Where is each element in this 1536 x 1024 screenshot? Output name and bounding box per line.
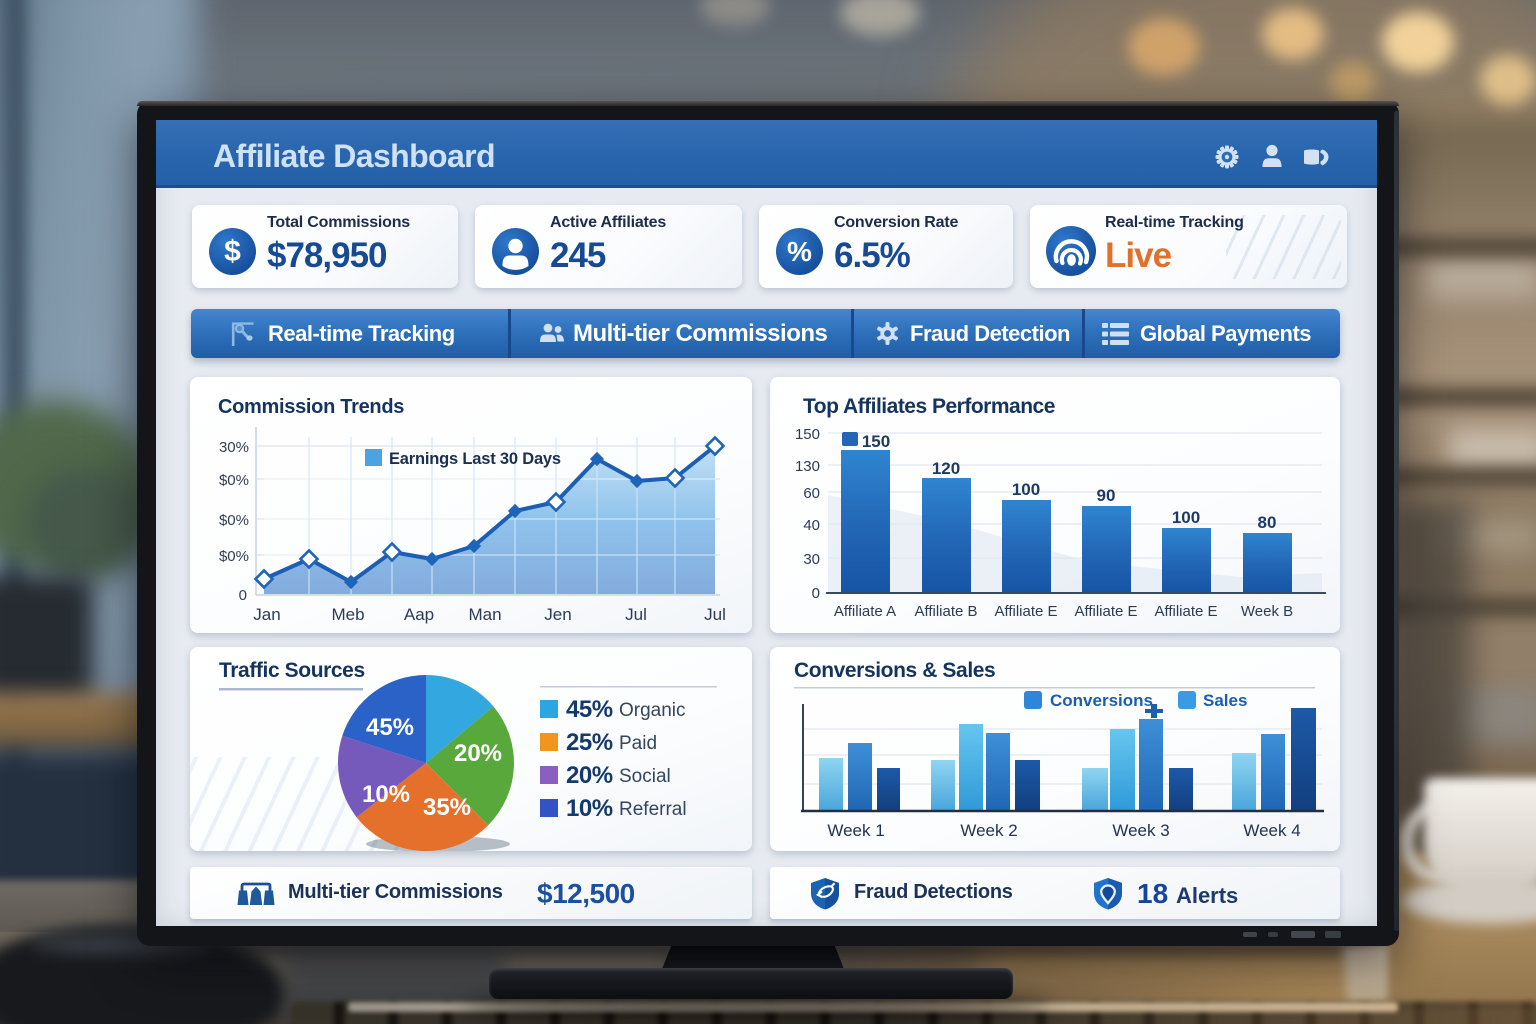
svg-text:Jan: Jan: [253, 605, 280, 624]
svg-text:Sales: Sales: [1203, 691, 1247, 710]
svg-text:10%: 10%: [566, 795, 613, 822]
svg-text:100: 100: [1172, 508, 1200, 527]
svg-text:45%: 45%: [566, 696, 613, 723]
svg-text:60: 60: [803, 485, 820, 502]
svg-text:Affiliate A: Affiliate A: [834, 603, 896, 620]
svg-text:Jul: Jul: [625, 605, 647, 624]
svg-text:Week 3: Week 3: [1112, 821, 1169, 840]
svg-text:150: 150: [862, 432, 890, 451]
svg-text:Affiliate B: Affiliate B: [914, 603, 977, 620]
svg-text:30%: 30%: [219, 439, 249, 456]
svg-text:100: 100: [1012, 480, 1040, 499]
svg-text:$0%: $0%: [219, 472, 249, 489]
svg-text:40: 40: [803, 517, 820, 534]
svg-text:120: 120: [932, 459, 960, 478]
svg-text:Paid: Paid: [619, 733, 657, 754]
svg-text:150: 150: [795, 426, 820, 443]
svg-text:0: 0: [812, 585, 820, 602]
svg-text:Meb: Meb: [331, 605, 364, 624]
svg-text:35%: 35%: [423, 794, 471, 821]
svg-text:Social: Social: [619, 766, 671, 787]
svg-text:Affiliate E: Affiliate E: [1154, 603, 1217, 620]
svg-text:80: 80: [1258, 513, 1277, 532]
svg-text:$0%: $0%: [219, 548, 249, 565]
svg-text:25%: 25%: [566, 729, 613, 756]
svg-text:10%: 10%: [362, 781, 410, 808]
svg-text:30: 30: [803, 551, 820, 568]
svg-text:Aap: Aap: [404, 605, 434, 624]
svg-text:Jen: Jen: [544, 605, 571, 624]
svg-text:20%: 20%: [566, 762, 613, 789]
svg-text:Referral: Referral: [619, 799, 687, 820]
svg-text:Week 4: Week 4: [1243, 821, 1300, 840]
svg-text:0: 0: [239, 587, 247, 604]
svg-text:$0%: $0%: [219, 512, 249, 529]
svg-text:Conversions: Conversions: [1050, 691, 1153, 710]
svg-text:Earnings Last 30 Days: Earnings Last 30 Days: [389, 450, 561, 468]
svg-text:Affiliate E: Affiliate E: [1074, 603, 1137, 620]
svg-text:Organic: Organic: [619, 700, 686, 721]
svg-text:90: 90: [1097, 486, 1116, 505]
svg-text:Week 1: Week 1: [827, 821, 884, 840]
svg-text:Week 2: Week 2: [960, 821, 1017, 840]
svg-text:20%: 20%: [454, 740, 502, 767]
svg-text:Jul: Jul: [704, 605, 726, 624]
svg-text:130: 130: [795, 458, 820, 475]
svg-text:Week B: Week B: [1241, 603, 1293, 620]
svg-text:Man: Man: [468, 605, 501, 624]
svg-text:Affiliate E: Affiliate E: [994, 603, 1057, 620]
svg-text:45%: 45%: [366, 714, 414, 741]
